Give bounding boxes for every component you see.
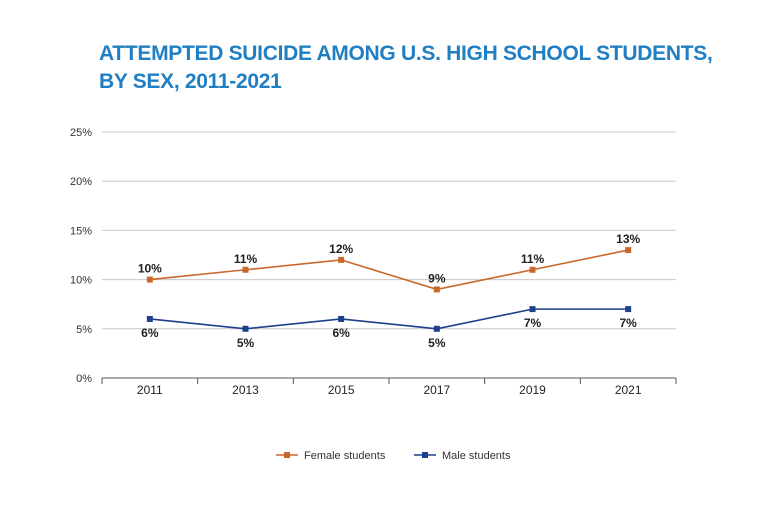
axis-layer: 0% 5% 10% 15% 20% 25% 2011 2013 2015 2017 2019 2021 [70, 127, 677, 397]
data-label: 10% [138, 262, 162, 276]
data-point [625, 247, 632, 254]
legend-label: Male students [442, 450, 511, 462]
data-label: 6% [332, 326, 350, 340]
x-tick-label: 2015 [328, 383, 355, 397]
data-label: 12% [329, 242, 353, 256]
chart-title-line-1: ATTEMPTED SUICIDE AMONG U.S. HIGH SCHOOL… [99, 42, 713, 65]
data-point [529, 266, 536, 273]
data-point [625, 306, 632, 313]
y-tick-label: 0% [76, 373, 92, 385]
data-label: 11% [234, 252, 258, 266]
data-label-layer: 10% 11% 12% 9% 11% 13% 6% 5% 6% 5% 7% 7% [138, 232, 641, 350]
data-label: 7% [619, 316, 637, 330]
y-tick-label: 10% [70, 275, 92, 287]
data-point [242, 266, 249, 273]
y-tick-label: 5% [76, 324, 92, 336]
legend-swatch-marker [422, 452, 428, 458]
x-tick-label: 2019 [519, 383, 546, 397]
legend-label: Female students [304, 450, 386, 462]
series-line-0 [149, 249, 629, 291]
data-label: 13% [616, 232, 640, 246]
series-line-1 [149, 308, 629, 330]
x-tick-label: 2013 [232, 383, 259, 397]
data-label: 9% [428, 271, 446, 285]
data-point [433, 286, 440, 293]
data-point [146, 276, 153, 283]
data-point [146, 315, 153, 322]
y-tick-label: 20% [70, 176, 92, 188]
x-tick-label: 2021 [615, 383, 642, 397]
legend-swatch-marker [284, 452, 290, 458]
data-label: 5% [237, 336, 255, 350]
data-label: 11% [521, 252, 545, 266]
data-point [242, 325, 249, 332]
legend: Female students Male students [276, 450, 511, 462]
data-point [338, 256, 345, 263]
series-layer [146, 247, 632, 332]
x-tick-label: 2017 [423, 383, 450, 397]
data-label: 5% [428, 336, 446, 350]
data-label: 6% [141, 326, 159, 340]
y-tick-label: 25% [70, 127, 92, 139]
y-tick-label: 15% [70, 225, 92, 237]
data-point [529, 306, 536, 313]
data-point [338, 315, 345, 322]
data-point [433, 325, 440, 332]
chart-title-line-2: BY SEX, 2011-2021 [99, 70, 282, 93]
data-label: 7% [524, 316, 542, 330]
chart-title: ATTEMPTED SUICIDE AMONG U.S. HIGH SCHOOL… [99, 40, 719, 96]
grid-layer [102, 131, 676, 330]
x-tick-label: 2011 [137, 383, 163, 397]
